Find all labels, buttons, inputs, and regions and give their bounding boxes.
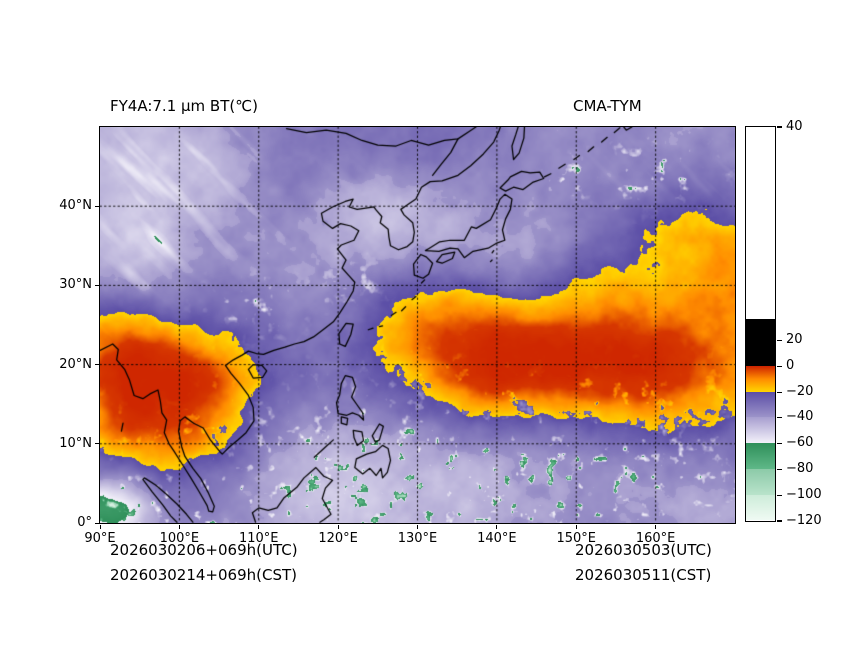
colorbar-tick-mark xyxy=(777,520,782,522)
colorbar-tick-label: −80 xyxy=(786,460,814,476)
colorbar-segment xyxy=(745,443,775,469)
plot-title-right: CMA-TYM xyxy=(573,97,642,115)
colorbar-segment xyxy=(745,391,775,418)
colorbar-segment xyxy=(745,378,775,392)
x-tick-mark xyxy=(337,524,339,529)
init-lead-time-utc: 2026030206+069h(UTC) xyxy=(110,541,298,559)
x-tick-mark xyxy=(258,524,260,529)
colorbar-segment xyxy=(745,365,775,379)
colorbar-gradient xyxy=(745,126,775,521)
colorbar-segment xyxy=(745,417,775,444)
colorbar-segment xyxy=(745,468,775,495)
y-tick-mark xyxy=(94,284,99,286)
valid-time-cst: 2026030511(CST) xyxy=(575,566,712,584)
x-tick-mark xyxy=(655,524,657,529)
bt-field-raster xyxy=(99,126,735,523)
colorbar-tick-mark xyxy=(777,443,782,445)
colorbar-tick-mark xyxy=(777,494,782,496)
colorbar-tick-label: −120 xyxy=(786,512,822,528)
colorbar-tick-label: 40 xyxy=(786,118,803,134)
y-tick-label: 40°N xyxy=(59,198,92,214)
colorbar-tick-label: 0 xyxy=(786,357,795,373)
y-tick-mark xyxy=(94,522,99,524)
colorbar-tick-label: −60 xyxy=(786,435,814,451)
colorbar-tick-label: −40 xyxy=(786,409,814,425)
colorbar-tick-mark xyxy=(777,365,782,367)
x-tick-label: 110°E xyxy=(238,531,279,546)
colorbar-tick-label: −100 xyxy=(786,486,822,502)
colorbar-tick-mark xyxy=(777,339,782,342)
x-tick-label: 130°E xyxy=(397,531,438,546)
x-tick-mark xyxy=(496,524,498,529)
colorbar-segment xyxy=(745,126,775,319)
colorbar-tick-mark xyxy=(777,126,782,128)
x-tick-mark xyxy=(575,524,577,529)
valid-time-utc: 2026030503(UTC) xyxy=(575,541,712,559)
y-tick-mark xyxy=(94,205,99,207)
x-tick-mark xyxy=(417,524,418,529)
colorbar-segment xyxy=(745,494,775,521)
y-tick-label: 0° xyxy=(77,515,92,530)
x-tick-label: 160°E xyxy=(635,531,676,546)
y-tick-mark xyxy=(94,443,99,445)
colorbar-tick-label: 20 xyxy=(786,332,803,348)
x-tick-label: 140°E xyxy=(477,531,517,546)
y-tick-label: 30°N xyxy=(59,277,92,293)
colorbar-tick-label: −20 xyxy=(786,383,814,399)
y-tick-mark xyxy=(94,364,99,366)
x-tick-label: 90°E xyxy=(84,531,116,546)
y-tick-label: 20°N xyxy=(59,356,92,372)
x-tick-mark xyxy=(178,524,180,529)
colorbar-frame xyxy=(744,125,776,522)
plot-title-left: FY4A:7.1 μm BT(℃) xyxy=(110,97,258,115)
x-tick-mark xyxy=(99,524,101,529)
init-lead-time-cst: 2026030214+069h(CST) xyxy=(110,566,298,584)
x-tick-label: 120°E xyxy=(318,531,358,546)
colorbar-segment xyxy=(745,318,775,366)
x-tick-label: 100°E xyxy=(159,531,200,546)
colorbar-tick-mark xyxy=(777,391,782,393)
y-tick-label: 10°N xyxy=(59,435,92,451)
x-tick-label: 150°E xyxy=(556,531,597,546)
map-plot-frame xyxy=(98,125,736,524)
colorbar-tick-mark xyxy=(777,417,782,419)
colorbar-tick-mark xyxy=(777,468,782,471)
